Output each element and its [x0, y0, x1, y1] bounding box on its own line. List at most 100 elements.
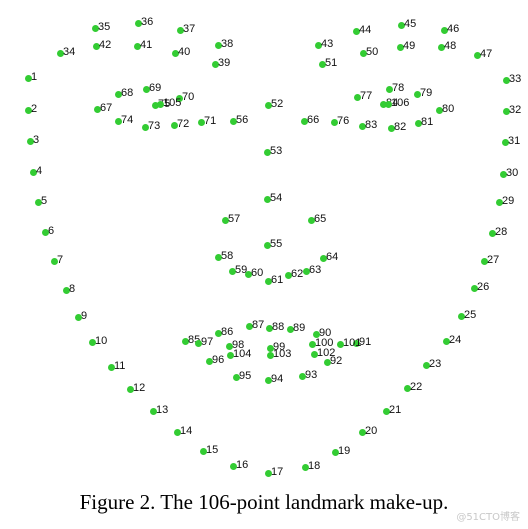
- landmark-label: 24: [449, 334, 462, 346]
- landmark-dot: [232, 373, 240, 381]
- landmark-diagram: 1 2 3 4 5 6 7 8 9 10 11 12 13 14 15 16 17 18 19 20 21 22 23 24 2…: [24, 16, 522, 478]
- landmark-dot: [300, 117, 308, 125]
- landmark-dot: [199, 447, 207, 455]
- landmark-label: 82: [394, 121, 407, 133]
- landmark-label: 47: [480, 48, 493, 60]
- landmark-dot: [284, 271, 292, 279]
- landmark-label: 71: [204, 115, 217, 127]
- landmark-label: 62: [291, 268, 304, 280]
- landmark-label: 17: [271, 466, 284, 478]
- landmark-dot: [480, 257, 488, 265]
- landmark-label: 88: [272, 321, 285, 333]
- landmark-dot: [29, 168, 37, 176]
- landmark-dot: [92, 42, 100, 50]
- landmark-dot: [171, 49, 179, 57]
- landmark-dot: [74, 313, 82, 321]
- landmark-label: 76: [337, 115, 350, 127]
- landmark-dot: [266, 344, 274, 352]
- landmark-dot: [264, 101, 272, 109]
- landmark-dot: [470, 284, 478, 292]
- landmark-label: 54: [270, 192, 283, 204]
- landmark-dot: [318, 60, 326, 68]
- landmark-label: 20: [365, 425, 378, 437]
- landmark-dot: [114, 90, 122, 98]
- landmark-dot: [330, 118, 338, 126]
- landmark-dot: [173, 428, 181, 436]
- landmark-dot: [385, 85, 393, 93]
- landmark-label: 19: [338, 445, 351, 457]
- landmark-label: 21: [389, 404, 402, 416]
- landmark-dot: [382, 407, 390, 415]
- landmark-dot: [181, 337, 189, 345]
- landmark-dot: [319, 254, 327, 262]
- landmark-dot: [358, 428, 366, 436]
- landmark-label: 34: [63, 46, 76, 58]
- landmark-label: 35: [98, 21, 111, 33]
- landmark-label: 11: [114, 360, 126, 372]
- landmark-dot: [229, 117, 237, 125]
- landmark-label: 39: [218, 57, 231, 69]
- landmark-label: 37: [183, 23, 196, 35]
- landmark-dot: [62, 286, 70, 294]
- landmark-dot: [114, 117, 122, 125]
- landmark-dot: [226, 351, 234, 359]
- landmark-label: 63: [309, 264, 322, 276]
- landmark-dot: [499, 170, 507, 178]
- landmark-label: 22: [410, 381, 423, 393]
- landmark-dot: [264, 469, 272, 477]
- landmark-label: 53: [270, 145, 283, 157]
- landmark-dot: [175, 94, 183, 102]
- landmark-dot: [473, 51, 481, 59]
- landmark-dot: [379, 100, 387, 108]
- landmark-dot: [50, 257, 58, 265]
- landmark-dot: [133, 42, 141, 50]
- landmark-dot: [495, 198, 503, 206]
- landmark-label: 28: [495, 226, 508, 238]
- landmark-dot: [442, 337, 450, 345]
- landmark-label: 10: [95, 335, 108, 347]
- landmark-label: 79: [420, 87, 433, 99]
- landmark-label: 26: [477, 281, 490, 293]
- landmark-dot: [263, 148, 271, 156]
- landmark-dot: [302, 267, 310, 275]
- landmark-dot: [24, 74, 32, 82]
- landmark-dot: [384, 100, 392, 108]
- landmark-dot: [488, 229, 496, 237]
- landmark-dot: [387, 124, 395, 132]
- landmark-dot: [323, 358, 331, 366]
- landmark-label: 102: [317, 347, 336, 359]
- landmark-label: 7: [57, 254, 64, 266]
- landmark-label: 58: [221, 250, 234, 262]
- landmark-dot: [352, 27, 360, 35]
- landmark-label: 91: [359, 336, 372, 348]
- landmark-label: 30: [506, 167, 519, 179]
- landmark-dot: [228, 267, 236, 275]
- landmark-dot: [225, 342, 233, 350]
- landmark-label: 59: [235, 264, 248, 276]
- landmark-label: 5: [41, 195, 48, 207]
- landmark-label: 36: [141, 16, 154, 28]
- landmark-dot: [502, 107, 510, 115]
- landmark-label: 43: [321, 38, 334, 50]
- landmark-label: 13: [156, 404, 169, 416]
- landmark-dot: [298, 372, 306, 380]
- landmark-dot: [221, 216, 229, 224]
- landmark-dot: [211, 60, 219, 68]
- landmark-label: 12: [133, 382, 146, 394]
- landmark-label: 81: [421, 116, 434, 128]
- landmark-dot: [403, 384, 411, 392]
- figure-caption: Figure 2. The 106-point landmark make-up…: [79, 490, 449, 514]
- landmark-label: 74: [121, 114, 134, 126]
- landmark-label: 95: [239, 370, 252, 382]
- landmark-dot: [214, 253, 222, 261]
- landmark-label: 77: [360, 90, 373, 102]
- landmark-dot: [229, 462, 237, 470]
- landmark-label: 70: [182, 91, 195, 103]
- landmark-dot: [149, 407, 157, 415]
- landmark-dot: [358, 122, 366, 130]
- landmark-label: 48: [444, 40, 457, 52]
- landmark-label: 65: [314, 213, 327, 225]
- landmark-dot: [24, 106, 32, 114]
- landmark-label: 100: [315, 337, 334, 349]
- landmark-label: 33: [509, 73, 522, 85]
